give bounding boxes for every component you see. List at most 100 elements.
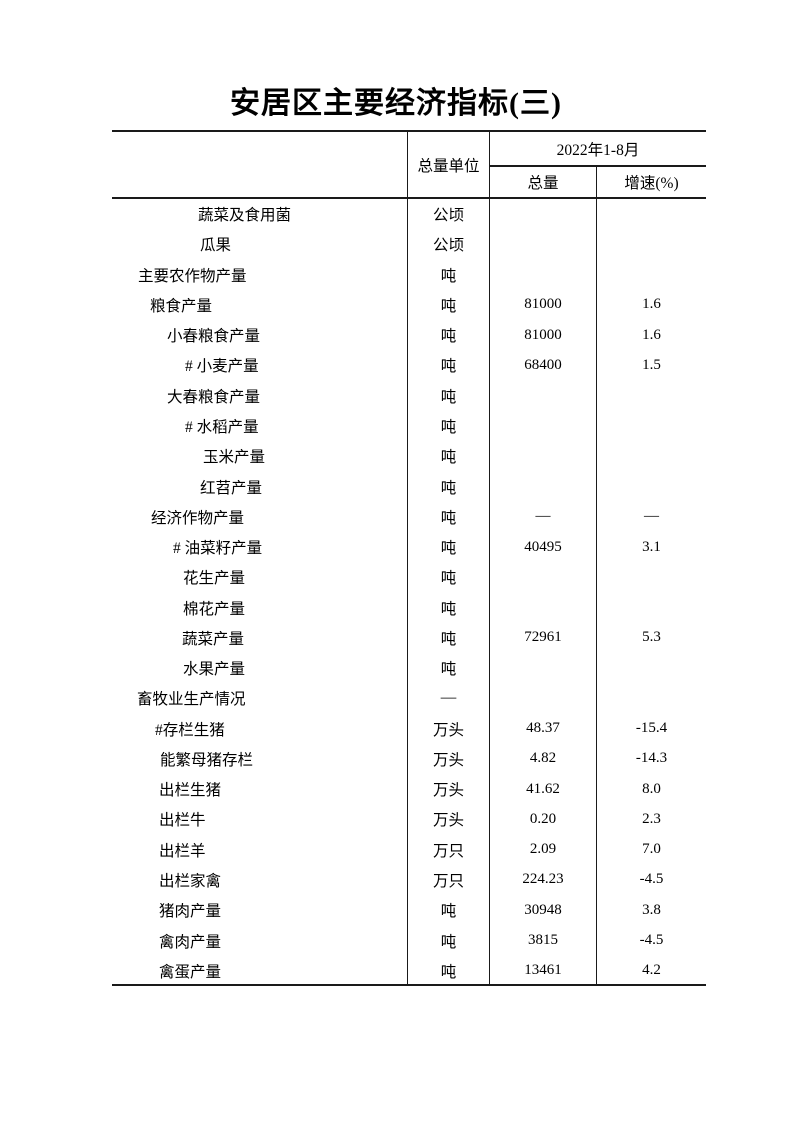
total-value-cell xyxy=(490,380,597,411)
indicator-label-cell: 玉米产量 xyxy=(112,441,408,472)
unit-cell: 万头 xyxy=(408,804,490,835)
total-value-cell: 3815 xyxy=(490,925,597,956)
growth-value-cell: 8.0 xyxy=(642,780,661,797)
total-value-cell: 0.20 xyxy=(490,804,597,835)
indicator-label-cell: 大春粮食产量 xyxy=(112,380,408,411)
growth-value-cell: 2.3 xyxy=(642,810,661,827)
unit-cell: 吨 xyxy=(408,441,490,472)
total-value-cell: 2.09 xyxy=(490,834,597,865)
table-row: # 水稻产量吨 xyxy=(112,410,706,442)
indicator-label-cell: 出栏羊 xyxy=(112,834,408,865)
unit-cell: 公顷 xyxy=(408,229,490,260)
growth-value-cell: -14.3 xyxy=(635,750,668,767)
unit-cell: 吨 xyxy=(408,895,490,926)
unit-cell: 吨 xyxy=(408,925,490,956)
table-row: 蔬菜及食用菌 公顷 xyxy=(112,199,706,230)
growth-value-cell: 4.2 xyxy=(642,962,661,979)
unit-cell: 吨 xyxy=(408,410,490,442)
total-value-cell xyxy=(490,259,597,290)
total-value-cell: 40495 xyxy=(490,531,597,563)
growth-value-cell: 3.1 xyxy=(642,538,661,555)
total-value-cell xyxy=(490,562,597,593)
unit-cell: 吨 xyxy=(408,622,490,653)
growth-value-cell: — xyxy=(644,508,659,525)
unit-cell: 吨 xyxy=(408,955,490,986)
indicator-label-cell: # 水稻产量 xyxy=(112,410,408,442)
unit-cell: 万只 xyxy=(408,864,490,896)
total-value-cell: 81000 xyxy=(490,320,597,351)
growth-value-cell xyxy=(597,683,706,713)
indicator-label-cell: 瓜果 xyxy=(112,229,408,260)
table-header: 总量单位 2022年1-8月 总量 增速(%) xyxy=(112,132,706,199)
growth-value-cell xyxy=(597,381,706,411)
indicator-label-cell: 粮食产量 xyxy=(112,289,408,321)
total-value-cell: 41.62 xyxy=(490,774,597,805)
growth-value-cell: 1.5 xyxy=(642,356,661,373)
unit-cell: 吨 xyxy=(408,501,490,532)
unit-cell: 吨 xyxy=(408,652,490,684)
unit-cell: 吨 xyxy=(408,380,490,411)
table-row: 蔬菜产量吨 72961 5.3 xyxy=(112,622,706,653)
total-value-cell: 68400 xyxy=(490,350,597,381)
table-row: 花生产量吨 xyxy=(112,562,706,593)
table-row: 棉花产量吨 xyxy=(112,592,706,623)
table-row: 猪肉产量吨 30948 3.8 xyxy=(112,895,706,926)
indicator-label-cell: 禽肉产量 xyxy=(112,925,408,956)
total-value-cell: 30948 xyxy=(490,895,597,926)
table-row: 畜牧业生产情况 — xyxy=(112,683,706,714)
table-row: # 油菜籽产量吨 40495 3.1 xyxy=(112,531,706,563)
unit-cell: 吨 xyxy=(408,471,490,502)
total-value-cell: 13461 xyxy=(490,955,597,986)
growth-value-cell xyxy=(597,562,706,592)
growth-value-cell xyxy=(597,411,706,441)
indicator-label-cell: 蔬菜及食用菌 xyxy=(112,199,408,230)
table-row: 小春粮食产量吨 81000 1.6 xyxy=(112,320,706,351)
table-row: 粮食产量吨 81000 1.6 xyxy=(112,289,706,321)
table-row: 禽蛋产量吨 13461 4.2 xyxy=(112,955,706,986)
unit-cell: 吨 xyxy=(408,320,490,351)
total-value-cell: 4.82 xyxy=(490,743,597,775)
indicator-label-cell: 主要农作物产量 xyxy=(112,259,408,290)
growth-value-cell: -4.5 xyxy=(639,871,664,888)
growth-value-cell: 7.0 xyxy=(642,841,661,858)
table-body: 蔬菜及食用菌 公顷 瓜果 公顷 主要农作物产量吨粮食产量吨 81000 1.6 小春粮食产量吨… xyxy=(112,199,706,986)
unit-cell: 万头 xyxy=(408,774,490,805)
total-value-cell xyxy=(490,229,597,260)
header-subcolumns: 总量 增速(%) xyxy=(490,167,706,197)
total-value-cell: 72961 xyxy=(490,622,597,653)
total-value-cell xyxy=(490,683,597,714)
indicator-label-cell: 猪肉产量 xyxy=(112,895,408,926)
header-unit-column: 总量单位 xyxy=(408,132,490,197)
unit-cell: 吨 xyxy=(408,350,490,381)
indicator-label-cell: 出栏家禽 xyxy=(112,864,408,896)
unit-cell: 吨 xyxy=(408,289,490,321)
total-value-cell xyxy=(490,471,597,502)
header-indicator-spacer-cell xyxy=(112,132,408,197)
total-value-cell: 48.37 xyxy=(490,713,597,744)
indicator-label-cell: 畜牧业生产情况 xyxy=(112,683,408,714)
growth-value-cell: 1.6 xyxy=(642,326,661,343)
table-row: 出栏牛 万头 0.20 2.3 xyxy=(112,804,706,835)
total-value-cell: — xyxy=(490,501,597,532)
unit-cell: 万只 xyxy=(408,834,490,865)
indicator-label-cell: 禽蛋产量 xyxy=(112,955,408,986)
table-row: 大春粮食产量吨 xyxy=(112,380,706,411)
indicator-label-cell: 小春粮食产量 xyxy=(112,320,408,351)
indicator-label-cell: 红苕产量 xyxy=(112,471,408,502)
growth-value-cell: 1.6 xyxy=(642,296,661,313)
table-row: 出栏生猪 万头 41.62 8.0 xyxy=(112,774,706,805)
total-value-cell xyxy=(490,410,597,442)
indicator-label-cell: 棉花产量 xyxy=(112,592,408,623)
total-value-cell: 81000 xyxy=(490,289,597,321)
page-title: 安居区主要经济指标(三) xyxy=(230,87,562,120)
indicator-label-cell: 花生产量 xyxy=(112,562,408,593)
growth-value-cell xyxy=(597,441,706,471)
growth-value-cell: 3.8 xyxy=(642,901,661,918)
growth-value-cell xyxy=(597,471,706,501)
header-growth-column: 增速(%) xyxy=(624,175,679,192)
growth-value-cell: 5.3 xyxy=(642,629,661,646)
growth-value-cell xyxy=(597,260,706,290)
unit-cell: 吨 xyxy=(408,562,490,593)
total-value-cell xyxy=(490,652,597,684)
growth-value-cell xyxy=(597,229,706,259)
